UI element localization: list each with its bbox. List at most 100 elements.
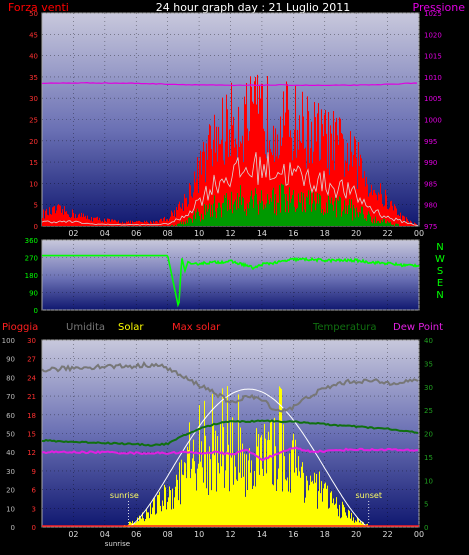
rain-tick-label: 12 [27, 449, 36, 457]
humidity-tick-label: 50 [6, 431, 15, 439]
y-left-tick-label: 0 [34, 223, 38, 231]
sunrise-axis-label: sunrise [105, 540, 130, 548]
y-right-tick-label: 1005 [424, 95, 442, 103]
rain-tick-label: 0 [32, 524, 36, 532]
y-left-tick-label: 50 [29, 10, 38, 18]
humidity-tick-label: 80 [6, 374, 15, 382]
rain-tick-label: 15 [27, 431, 36, 439]
sunrise-label: sunrise [110, 491, 139, 500]
x-tick-label: 12 [225, 530, 235, 539]
y-right-tick-label: 1010 [424, 74, 442, 82]
humidity-tick-label: 40 [6, 449, 15, 457]
y-left-tick-label: 35 [29, 74, 38, 82]
y-right-tick-label: 995 [424, 138, 437, 146]
temperature-tick-label: 5 [424, 501, 428, 509]
rain-tick-label: 3 [32, 505, 36, 513]
x-tick-label: 16 [288, 530, 298, 539]
sunset-label: sunset [355, 491, 382, 500]
x-tick-label: 02 [68, 229, 78, 238]
y-right-tick-label: 1020 [424, 31, 442, 39]
humidity-tick-label: 90 [6, 356, 15, 364]
temperature-tick-label: 30 [424, 384, 433, 392]
wind-direction-line [42, 254, 420, 308]
legend-entry: Temperatura [312, 322, 377, 333]
humidity-tick-label: 10 [6, 505, 15, 513]
legend-entry: Umidita [66, 322, 105, 333]
legend-entry: Max solar [172, 322, 221, 333]
compass-label: W [435, 254, 445, 265]
legend-entry: Solar [118, 322, 144, 333]
pressure-line [41, 81, 418, 87]
x-tick-label: 10 [194, 530, 204, 539]
temperature-tick-label: 35 [424, 360, 433, 368]
x-tick-label: 20 [351, 229, 361, 238]
max-solar-curve [128, 388, 369, 528]
rain-tick-label: 21 [27, 393, 36, 401]
x-tick-label: 08 [163, 229, 173, 238]
wind-pressure-panel: 02 04 06 08 10 12 14 16 18 20 22 000510152025303540… [29, 10, 442, 238]
temperature-tick-label: 0 [424, 524, 428, 532]
y-left-tick-label: 30 [29, 95, 38, 103]
wind-average-line [41, 152, 419, 227]
solar-temperature-panel: 02 04 06 08 10 12 14 16 18 20 22 000102030405060708… [2, 337, 433, 548]
x-tick-label: 18 [320, 530, 330, 539]
y-right-tick-label: 1015 [424, 53, 442, 61]
x-tick-label: 00 [414, 229, 424, 238]
y-left-tick-label: 10 [29, 180, 38, 188]
y-right-tick-label: 975 [424, 223, 437, 231]
rain-tick-label: 18 [27, 412, 36, 420]
x-tick-label: 14 [257, 530, 267, 539]
rain-tick-label: 6 [32, 487, 37, 495]
temperature-tick-label: 10 [424, 477, 433, 485]
temperature-tick-label: 40 [424, 337, 433, 345]
legend-entry: Dew Point [393, 322, 443, 333]
y-right-tick-label: 1000 [424, 117, 442, 125]
compass-label: E [437, 278, 443, 289]
y-left-tick-label: 40 [29, 53, 38, 61]
x-tick-label: 22 [382, 229, 392, 238]
x-tick-label: 12 [225, 229, 235, 238]
x-tick-label: 16 [288, 229, 298, 238]
legend: Pioggia Umidita Solar Max solar Temperatura D… [2, 322, 443, 333]
temperature-tick-label: 25 [424, 407, 433, 415]
x-tick-label: 18 [320, 229, 330, 238]
x-tick-label: 04 [100, 229, 110, 238]
rain-tick-label: 30 [27, 337, 36, 345]
humidity-line [41, 361, 419, 413]
x-tick-label: 14 [257, 229, 267, 238]
x-tick-label: 08 [163, 530, 173, 539]
graph-title: 24 hour graph day : 21 Luglio 2011 [156, 1, 351, 14]
temperature-tick-label: 20 [424, 431, 433, 439]
x-tick-label: 06 [131, 530, 141, 539]
x-tick-label: 00 [414, 530, 424, 539]
humidity-tick-label: 0 [11, 524, 15, 532]
wind-strength-label: Forza venti [8, 1, 69, 14]
direction-tick-label: 90 [29, 290, 38, 298]
humidity-tick-label: 20 [6, 487, 15, 495]
y-right-tick-label: 990 [424, 159, 437, 167]
dew-point-line [41, 446, 419, 461]
direction-tick-label: 180 [25, 272, 38, 280]
compass-label: S [437, 266, 443, 277]
y-left-tick-label: 20 [29, 138, 38, 146]
pressure-label: Pressione [413, 1, 466, 14]
legend-entry: Pioggia [2, 322, 38, 333]
humidity-tick-label: 60 [6, 412, 15, 420]
rain-tick-label: 24 [27, 374, 36, 382]
y-left-tick-label: 45 [29, 31, 38, 39]
rain-tick-label: 27 [27, 356, 36, 364]
compass-label: N [436, 290, 443, 301]
x-tick-label: 10 [194, 229, 204, 238]
rain-tick-label: 9 [32, 468, 36, 476]
x-tick-label: 20 [351, 530, 361, 539]
humidity-tick-label: 100 [2, 337, 15, 345]
x-tick-label: 06 [131, 229, 141, 238]
x-tick-label: 04 [100, 530, 110, 539]
y-left-tick-label: 15 [29, 159, 38, 167]
direction-tick-label: 360 [25, 237, 38, 245]
temperature-line [41, 419, 419, 447]
y-left-tick-label: 5 [34, 202, 38, 210]
temperature-tick-label: 15 [424, 454, 433, 462]
humidity-tick-label: 70 [6, 393, 15, 401]
